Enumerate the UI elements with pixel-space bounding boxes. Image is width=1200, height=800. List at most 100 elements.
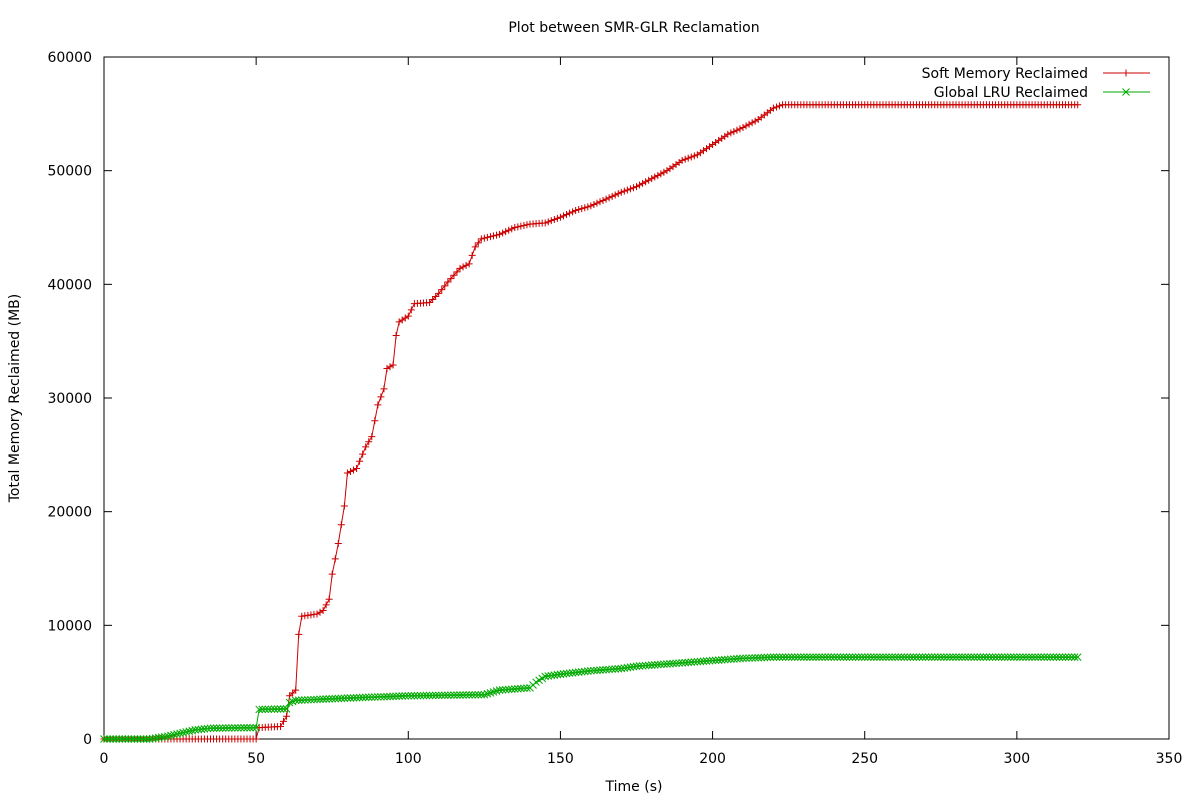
data-point-soft-memory (633, 183, 640, 191)
data-point-soft-memory (447, 275, 455, 283)
data-point-soft-memory (328, 570, 336, 578)
x-tick-label: 300 (1003, 751, 1030, 767)
data-point-global-lru (1022, 653, 1030, 662)
data-point-global-lru (921, 653, 930, 662)
data-point-global-lru (1043, 653, 1052, 662)
data-point-global-lru (860, 653, 869, 662)
data-point-global-lru (513, 684, 522, 693)
data-point-soft-memory (377, 393, 385, 401)
series-soft-memory (100, 101, 1082, 743)
data-point-soft-memory (404, 312, 412, 320)
data-point-global-lru (946, 653, 954, 662)
data-point-global-lru (854, 653, 863, 662)
data-point-global-lru (258, 705, 267, 714)
data-point-global-lru (142, 735, 151, 743)
data-point-global-lru (681, 658, 690, 667)
legend-label-global-lru: Global LRU Reclaimed (934, 85, 1088, 101)
data-point-soft-memory (295, 630, 303, 638)
data-point-soft-memory (769, 104, 777, 112)
data-point-global-lru (800, 653, 808, 662)
data-point-soft-memory (334, 539, 342, 547)
data-point-soft-memory (353, 464, 361, 472)
data-point-global-lru (401, 692, 410, 700)
data-point-soft-memory (432, 292, 440, 300)
data-point-global-lru (778, 653, 787, 662)
data-point-global-lru (118, 735, 127, 743)
data-point-soft-memory (453, 268, 461, 276)
data-point-global-lru (1055, 653, 1064, 662)
data-point-soft-memory (514, 223, 522, 231)
data-point-global-lru (949, 653, 957, 662)
data-point-global-lru (1006, 653, 1015, 662)
data-point-global-lru (109, 735, 117, 743)
data-point-soft-memory (380, 385, 388, 393)
x-tick-label: 200 (699, 751, 726, 767)
data-point-global-lru (343, 694, 352, 702)
data-point-soft-memory (511, 224, 519, 231)
data-point-global-lru (587, 666, 595, 675)
data-point-global-lru (784, 653, 793, 662)
data-point-global-lru (736, 654, 744, 663)
data-point-soft-memory (395, 318, 403, 326)
data-point-global-lru (596, 666, 604, 674)
data-point-global-lru (471, 690, 480, 699)
data-point-soft-memory (584, 203, 592, 211)
data-point-global-lru (139, 735, 148, 743)
chart-title: Plot between SMR-GLR Reclamation (508, 20, 759, 36)
data-point-soft-memory (502, 228, 510, 236)
data-point-global-lru (447, 691, 455, 700)
plot-area: 0 50 100 150 200 250 300 350 0 10000 20000 30000 400… (47, 50, 1182, 767)
data-point-global-lru (443, 691, 452, 700)
series-line-global-lru (104, 656, 1078, 740)
data-point-soft-memory (690, 152, 698, 160)
data-point-soft-memory (629, 184, 637, 192)
data-point-global-lru (894, 653, 903, 662)
data-point-global-lru (230, 724, 239, 732)
data-point-global-lru (869, 653, 878, 662)
data-point-global-lru (900, 653, 909, 662)
data-point-global-lru (1000, 653, 1009, 662)
y-tick-label: 40000 (47, 277, 92, 293)
data-point-soft-memory (648, 175, 656, 183)
data-point-global-lru (775, 653, 784, 662)
data-point-global-lru (185, 727, 194, 736)
data-point-global-lru (751, 653, 760, 662)
data-point-soft-memory (733, 126, 741, 134)
data-point-global-lru (304, 695, 312, 704)
data-point-global-lru (489, 688, 498, 696)
data-point-soft-memory (544, 218, 552, 226)
data-point-soft-memory (280, 717, 288, 725)
data-point-global-lru (510, 685, 519, 693)
data-point-soft-memory (745, 120, 753, 128)
data-point-global-lru (745, 654, 753, 662)
data-point-soft-memory (444, 278, 452, 286)
data-point-soft-memory (748, 119, 756, 127)
data-point-soft-memory (426, 299, 434, 307)
data-point-soft-memory (626, 185, 634, 193)
data-point-global-lru (772, 653, 781, 662)
data-point-global-lru (918, 653, 927, 662)
data-point-global-lru (955, 653, 963, 662)
data-point-global-lru (355, 693, 364, 702)
data-point-global-lru (474, 690, 483, 699)
data-point-global-lru (857, 653, 866, 662)
data-point-global-lru (708, 656, 717, 665)
data-point-soft-memory (657, 170, 665, 178)
data-point-global-lru (796, 653, 805, 662)
data-point-soft-memory (678, 156, 686, 164)
data-point-soft-memory (383, 364, 391, 372)
data-point-soft-memory (520, 221, 528, 229)
data-point-global-lru (167, 731, 175, 740)
data-point-global-lru (583, 667, 592, 675)
data-point-global-lru (1073, 653, 1082, 662)
data-point-global-lru (383, 692, 391, 701)
data-point-global-lru (653, 660, 662, 669)
data-point-global-lru (431, 691, 440, 700)
data-point-global-lru (593, 666, 601, 675)
data-point-global-lru (419, 691, 428, 700)
data-point-soft-memory (541, 219, 549, 227)
data-point-global-lru (316, 695, 324, 704)
data-point-soft-memory (776, 102, 784, 110)
data-point-global-lru (976, 653, 985, 662)
